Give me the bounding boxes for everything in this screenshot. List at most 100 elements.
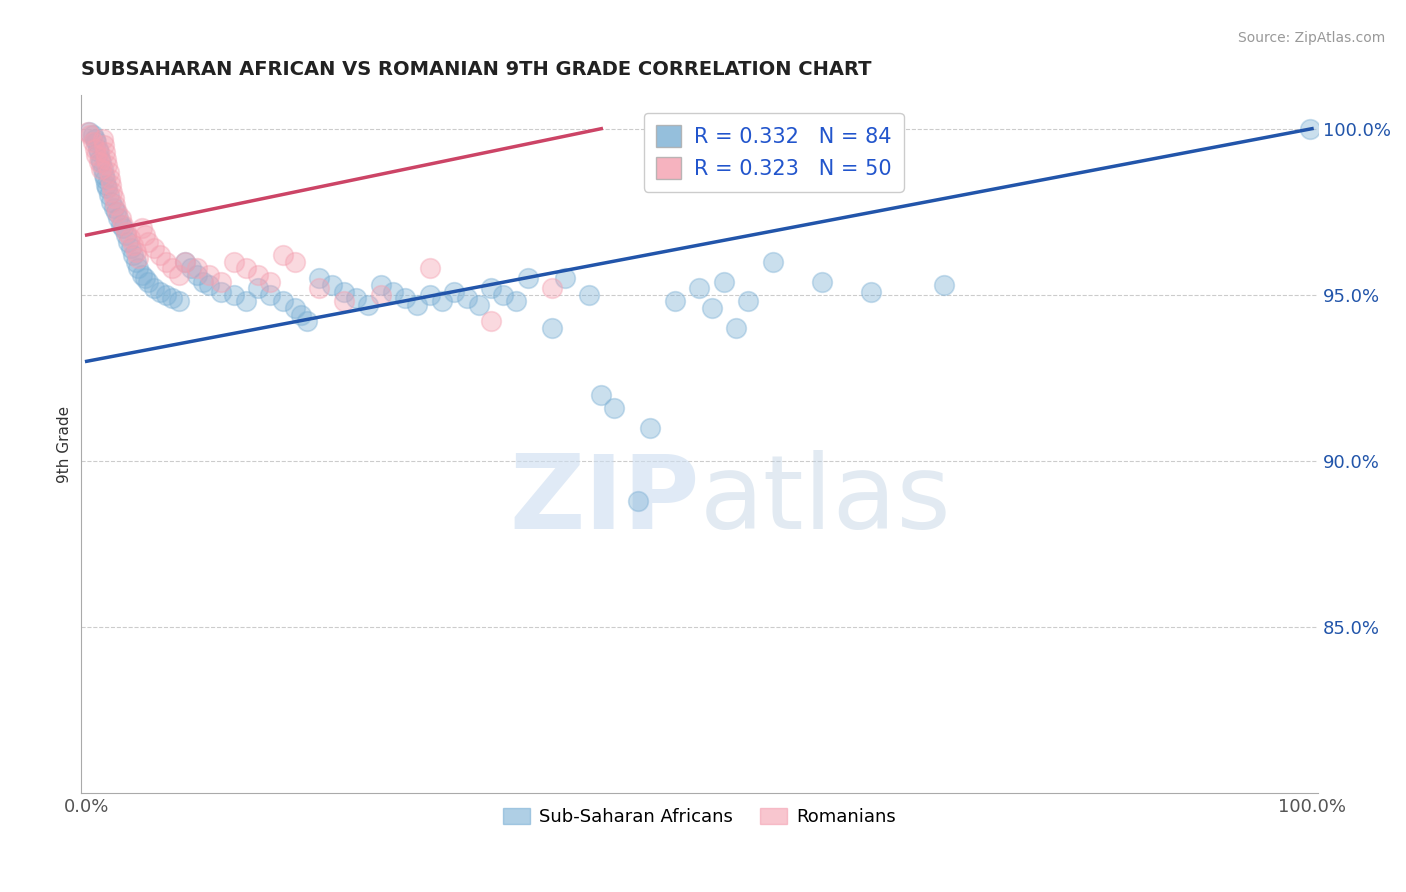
- Legend: Sub-Saharan Africans, Romanians: Sub-Saharan Africans, Romanians: [496, 800, 903, 833]
- Point: [115, 227, 138, 242]
- Point: [143, 281, 166, 295]
- Point: [124, 254, 146, 268]
- Point: [90, 161, 112, 176]
- Point: [173, 254, 195, 268]
- Point: [394, 291, 416, 305]
- Text: SUBSAHARAN AFRICAN VS ROMANIAN 9TH GRADE CORRELATION CHART: SUBSAHARAN AFRICAN VS ROMANIAN 9TH GRADE…: [80, 60, 870, 78]
- Point: [149, 248, 172, 262]
- Point: [82, 135, 104, 149]
- Point: [541, 321, 564, 335]
- Point: [259, 275, 281, 289]
- Point: [134, 227, 156, 242]
- Point: [591, 387, 613, 401]
- Point: [167, 294, 190, 309]
- Point: [602, 401, 624, 415]
- Point: [308, 281, 330, 295]
- Point: [105, 204, 128, 219]
- Point: [103, 202, 125, 216]
- Point: [419, 261, 441, 276]
- Point: [333, 294, 356, 309]
- Point: [100, 178, 122, 193]
- Point: [222, 254, 245, 268]
- Point: [107, 211, 129, 226]
- Point: [271, 248, 294, 262]
- Point: [100, 194, 122, 209]
- Point: [131, 221, 153, 235]
- Point: [554, 271, 576, 285]
- Point: [295, 314, 318, 328]
- Point: [93, 168, 115, 182]
- Point: [89, 152, 111, 166]
- Point: [370, 288, 392, 302]
- Point: [406, 298, 429, 312]
- Point: [112, 218, 135, 232]
- Point: [333, 285, 356, 299]
- Point: [468, 298, 491, 312]
- Point: [91, 131, 114, 145]
- Point: [127, 261, 149, 276]
- Point: [247, 268, 270, 282]
- Point: [1298, 121, 1320, 136]
- Point: [290, 308, 312, 322]
- Point: [492, 288, 515, 302]
- Point: [131, 268, 153, 282]
- Point: [235, 294, 257, 309]
- Point: [87, 145, 110, 159]
- Point: [103, 191, 125, 205]
- Point: [76, 125, 98, 139]
- Point: [456, 291, 478, 305]
- Point: [82, 128, 104, 143]
- Point: [308, 271, 330, 285]
- Point: [516, 271, 538, 285]
- Point: [737, 294, 759, 309]
- Point: [191, 275, 214, 289]
- Point: [934, 277, 956, 292]
- Point: [578, 288, 600, 302]
- Point: [811, 275, 834, 289]
- Text: ZIP: ZIP: [509, 450, 699, 550]
- Point: [162, 261, 184, 276]
- Point: [173, 254, 195, 268]
- Point: [344, 291, 367, 305]
- Point: [77, 125, 100, 139]
- Point: [725, 321, 748, 335]
- Point: [357, 298, 380, 312]
- Point: [713, 275, 735, 289]
- Point: [688, 281, 710, 295]
- Point: [321, 277, 343, 292]
- Point: [762, 254, 785, 268]
- Point: [101, 185, 124, 199]
- Point: [259, 288, 281, 302]
- Point: [370, 277, 392, 292]
- Point: [419, 288, 441, 302]
- Point: [443, 285, 465, 299]
- Point: [505, 294, 527, 309]
- Point: [198, 277, 221, 292]
- Point: [479, 281, 502, 295]
- Point: [541, 281, 564, 295]
- Point: [209, 285, 232, 299]
- Point: [136, 275, 159, 289]
- Point: [104, 198, 127, 212]
- Point: [143, 241, 166, 255]
- Point: [96, 152, 118, 166]
- Point: [98, 171, 121, 186]
- Point: [86, 142, 108, 156]
- Point: [247, 281, 270, 295]
- Point: [284, 254, 307, 268]
- Point: [134, 271, 156, 285]
- Point: [87, 155, 110, 169]
- Point: [167, 268, 190, 282]
- Point: [90, 155, 112, 169]
- Point: [86, 135, 108, 149]
- Point: [180, 261, 202, 276]
- Point: [118, 231, 141, 245]
- Point: [96, 178, 118, 193]
- Point: [84, 131, 107, 145]
- Point: [222, 288, 245, 302]
- Point: [105, 204, 128, 219]
- Point: [700, 301, 723, 315]
- Point: [96, 158, 118, 172]
- Point: [122, 248, 145, 262]
- Point: [284, 301, 307, 315]
